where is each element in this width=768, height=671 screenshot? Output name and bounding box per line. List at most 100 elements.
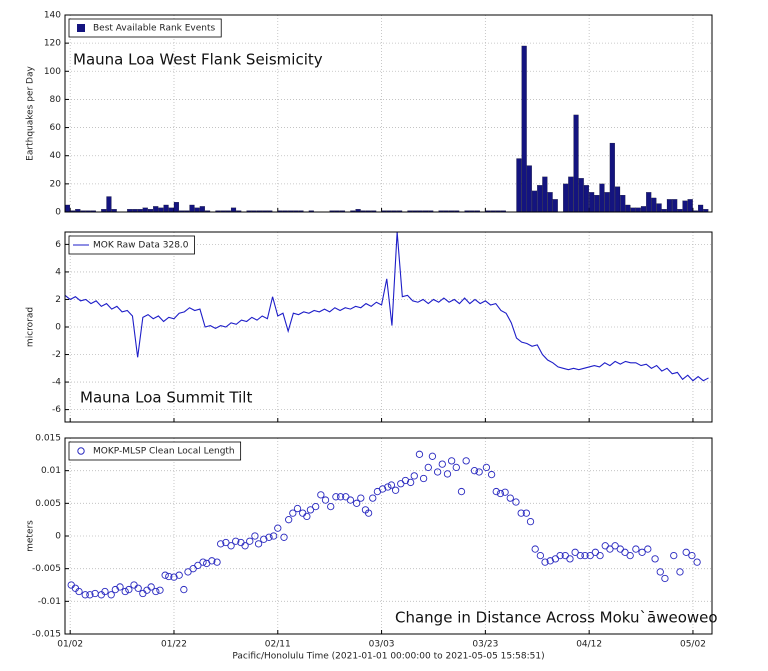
bar: [547, 192, 553, 213]
bar: [568, 176, 574, 213]
bar: [552, 199, 558, 213]
data-point: [406, 478, 415, 487]
data-point: [536, 551, 545, 560]
data-point: [571, 548, 579, 556]
data-point: [401, 476, 410, 485]
bar: [682, 200, 688, 213]
bar: [142, 207, 148, 213]
y-tick-label: 40: [50, 151, 62, 161]
data-point: [693, 558, 701, 566]
data-point: [86, 591, 94, 599]
data-point: [232, 537, 240, 545]
data-point: [285, 516, 293, 524]
data-point: [222, 538, 230, 547]
data-point: [265, 533, 273, 541]
plot-background: [65, 232, 712, 422]
legend-box: [68, 441, 242, 461]
annotation: Mauna Loa Summit Tilt: [80, 389, 252, 407]
data-point: [165, 572, 173, 581]
y-tick-label: -2: [52, 350, 61, 360]
data-point: [241, 542, 249, 550]
plot-frame: [64, 231, 713, 423]
y-tick-label: -0.01: [38, 597, 61, 607]
x-tick-label: 01/02: [57, 640, 83, 650]
data-point: [306, 506, 315, 514]
data-point: [227, 542, 235, 550]
data-point: [369, 494, 377, 502]
x-axis-label: Pacific/Honolulu Time (2021-01-01 00:00:…: [232, 652, 544, 662]
bar: [620, 195, 626, 213]
y-tick-label: 4: [55, 267, 61, 277]
legend-label: Best Available Rank Events: [93, 24, 216, 34]
bar: [594, 195, 600, 213]
bar: [578, 178, 584, 213]
data-point: [116, 583, 124, 591]
bar: [173, 202, 179, 213]
bar: [106, 196, 112, 213]
data-point: [428, 452, 437, 460]
data-point: [387, 481, 396, 489]
bar: [625, 204, 631, 213]
bar: [687, 199, 693, 213]
data-point: [161, 571, 169, 579]
bar: [542, 176, 548, 213]
x-tick-label: 01/22: [161, 640, 187, 650]
bar: [153, 206, 159, 213]
data-point: [107, 591, 115, 599]
y-axis-label: meters: [26, 520, 36, 552]
data-point: [125, 585, 133, 594]
y-tick-label: 0.005: [35, 499, 61, 509]
legend-box: [68, 235, 195, 255]
y-tick-label: 120: [44, 39, 61, 49]
data-point: [475, 468, 483, 476]
data-point: [81, 591, 89, 599]
data-point: [424, 463, 432, 472]
data-point: [522, 509, 531, 517]
data-point: [433, 468, 442, 476]
annotation: Mauna Loa West Flank Seismicity: [73, 51, 323, 69]
bar: [168, 207, 174, 213]
data-point: [496, 489, 505, 498]
data-point: [531, 545, 539, 553]
bar: [521, 45, 527, 213]
annotation: Change in Distance Across Moku`āweoweo: [395, 609, 718, 627]
data-point: [556, 551, 564, 560]
data-point: [121, 587, 129, 596]
x-tick-label: 05/02: [680, 640, 706, 650]
data-point: [626, 551, 634, 560]
data-point: [457, 487, 466, 496]
data-point: [487, 470, 496, 479]
bar: [615, 186, 621, 213]
legend-swatch: [77, 24, 85, 32]
bar: [583, 185, 589, 213]
data-point: [152, 587, 160, 596]
bar: [531, 190, 538, 213]
y-tick-label: -0.015: [32, 630, 61, 640]
data-point: [656, 568, 664, 576]
bar: [599, 183, 605, 213]
data-point: [353, 499, 361, 507]
legend-label: MOKP-MLSP Clean Local Length: [93, 447, 235, 457]
bar: [640, 206, 647, 213]
data-point: [280, 533, 288, 541]
data-point: [336, 493, 345, 501]
data-point: [566, 555, 574, 563]
data-point: [638, 548, 646, 556]
bar: [163, 204, 169, 213]
data-point: [303, 512, 311, 521]
y-tick-label: 100: [44, 67, 61, 77]
data-point: [170, 573, 178, 581]
data-point: [246, 537, 254, 545]
x-tick-label: 03/23: [472, 640, 498, 650]
data-point: [419, 474, 428, 483]
data-point: [632, 545, 640, 553]
bar: [666, 199, 672, 213]
data-point: [621, 548, 629, 556]
data-point: [452, 463, 460, 472]
bar: [563, 183, 569, 213]
data-point: [312, 502, 320, 511]
data-point: [269, 532, 278, 540]
data-point: [682, 548, 690, 556]
data-point: [251, 532, 259, 540]
